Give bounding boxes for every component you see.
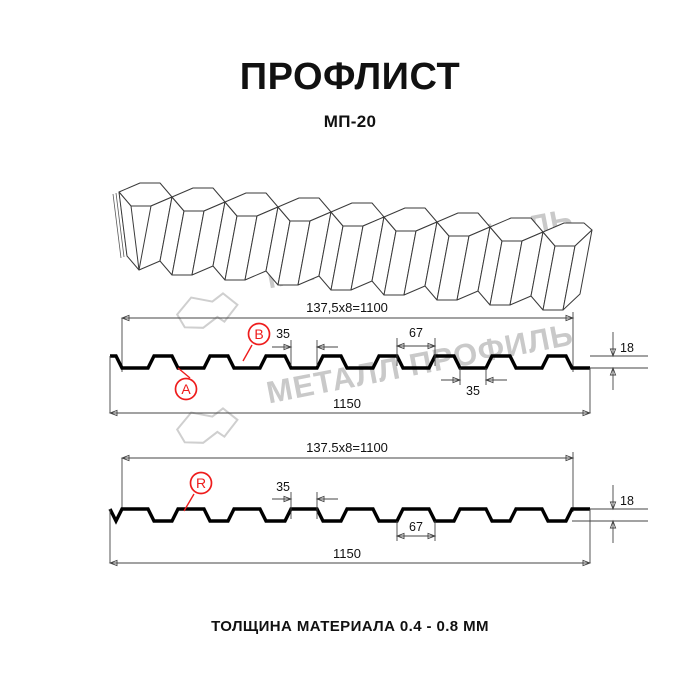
- dim-height-a: 18: [620, 341, 634, 355]
- marker-r-label: R: [196, 475, 206, 491]
- watermark-lower: МЕТАЛЛ ПРОФИЛЬ: [175, 317, 576, 444]
- profile-outline-r: [108, 507, 590, 525]
- dim-arrow-right-a: [565, 314, 575, 322]
- dim-pitch-a: 67: [409, 326, 423, 340]
- marker-r-circle: [189, 471, 213, 495]
- watermark-logo-icon: [175, 292, 239, 329]
- dim-top-r: 137.5x8=1100: [306, 440, 388, 455]
- marker-b-circle: [247, 322, 271, 346]
- dim-height-r: 18: [620, 494, 634, 508]
- watermark-logo-icon-2: [175, 407, 239, 444]
- marker-r: R: [183, 471, 213, 512]
- dim-arrow-left-a: [120, 314, 130, 322]
- dim-bottom-r: 1150: [333, 546, 361, 561]
- marker-a: A: [174, 367, 198, 401]
- diagram-profile-r: 137.5x8=1100 35 67 18 1150: [108, 440, 648, 567]
- profile-outline-a: [110, 354, 590, 370]
- dim-top-a: 137,5x8=1100: [306, 300, 388, 315]
- dim-pitch-r: 67: [409, 520, 423, 534]
- marker-b-label: B: [254, 326, 263, 342]
- dim-rib-width-bottom-a: 35: [466, 384, 480, 398]
- material-thickness-note: ТОЛЩИНА МАТЕРИАЛА 0.4 - 0.8 ММ: [211, 618, 489, 635]
- marker-b: B: [242, 322, 271, 362]
- dim-rib-width-top-a: 35: [276, 327, 290, 341]
- marker-a-circle: [174, 377, 198, 401]
- isometric-profile-sheet: [112, 182, 593, 311]
- marker-a-label: A: [181, 381, 191, 397]
- dim-bottom-a: 1150: [333, 396, 361, 411]
- dim-rib-width-r: 35: [276, 480, 290, 494]
- diagram-profile-a: 137,5x8=1100 35 67 35 18: [108, 300, 648, 417]
